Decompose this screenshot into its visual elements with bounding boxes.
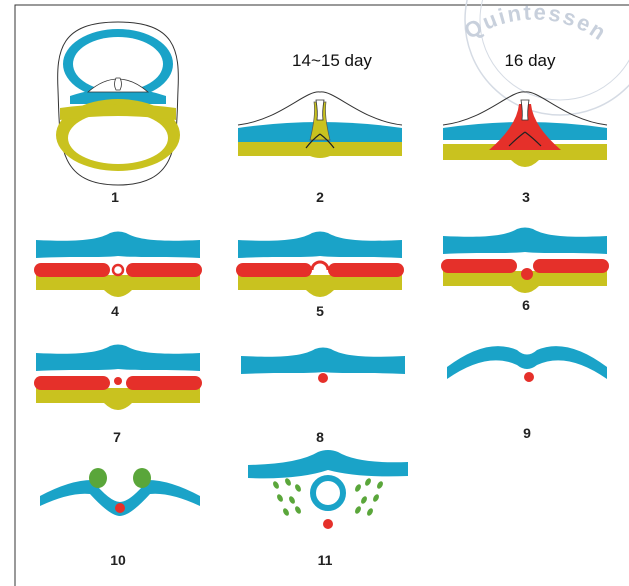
panel-number: 9 <box>523 425 531 441</box>
panel-11 <box>248 450 408 529</box>
panel-number: 4 <box>111 303 119 319</box>
panel-number: 2 <box>316 189 324 205</box>
panel-number: 11 <box>318 552 333 568</box>
panel-9 <box>447 346 607 382</box>
panel-4 <box>34 232 202 298</box>
panel-number: 10 <box>110 552 126 568</box>
panel-10 <box>40 468 200 516</box>
panel-1 <box>56 22 180 185</box>
panel-8 <box>241 348 405 384</box>
panel-6 <box>441 228 609 294</box>
panel-number: 6 <box>522 297 530 313</box>
panel-3 <box>443 92 607 167</box>
stage-label: 16 day <box>504 51 556 70</box>
panel-5 <box>236 232 404 298</box>
panel-number: 1 <box>111 189 119 205</box>
panel-number: 8 <box>316 429 324 445</box>
panel-number: 5 <box>316 303 324 319</box>
panel-7 <box>34 345 202 411</box>
panel-number: 3 <box>522 189 530 205</box>
panel-2 <box>238 92 402 158</box>
diagram: Quintessen <box>0 0 629 586</box>
page: {"watermark": "Quintessen", "stage_label… <box>0 0 629 586</box>
panel-number: 7 <box>113 429 121 445</box>
stage-label: 14~15 day <box>292 51 372 70</box>
